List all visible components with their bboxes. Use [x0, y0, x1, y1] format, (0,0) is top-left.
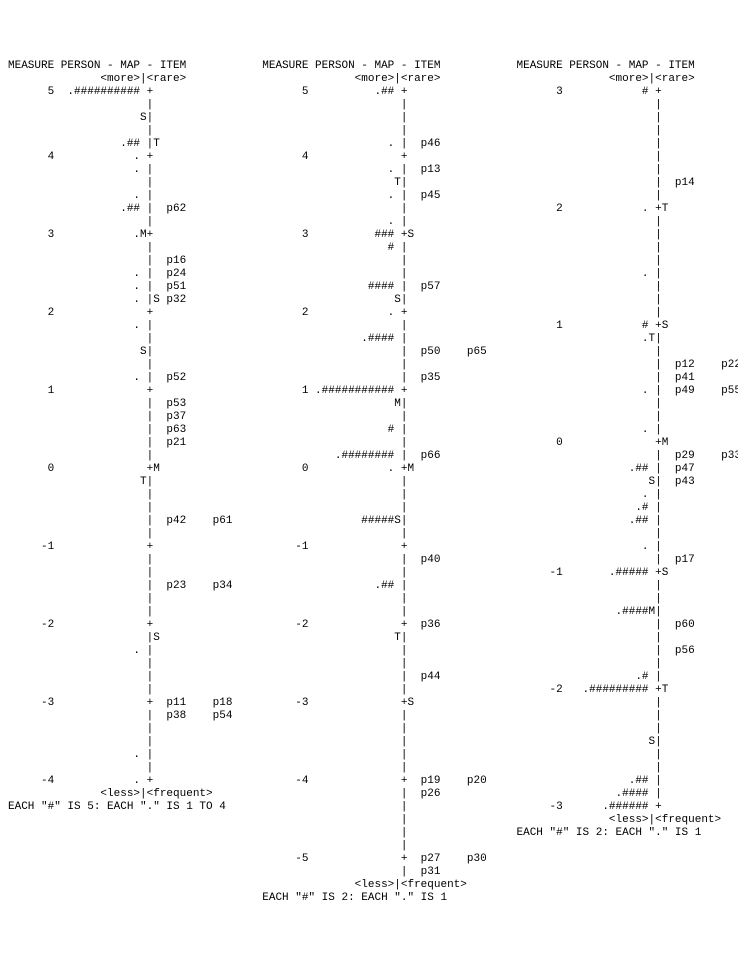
wright-map-panel-2: MEASURE PERSON - MAP - ITEM <more>|<rare…: [262, 60, 506, 905]
wright-map-panel-3: MEASURE PERSON - MAP - ITEM <more>|<rare…: [517, 60, 738, 840]
wright-maps-container: MEASURE PERSON - MAP - ITEM <more>|<rare…: [8, 60, 730, 905]
wright-map-panel-1: MEASURE PERSON - MAP - ITEM <more>|<rare…: [8, 60, 252, 814]
